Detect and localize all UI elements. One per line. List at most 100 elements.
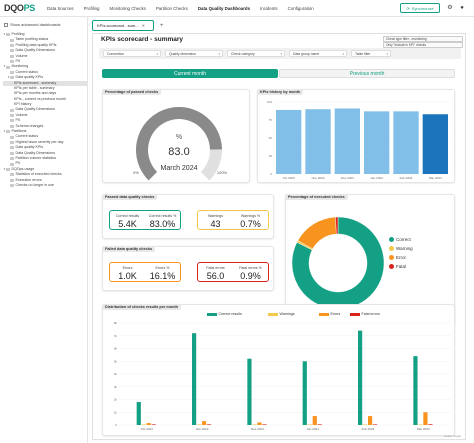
donut-slice xyxy=(291,216,385,310)
distribution-bar xyxy=(136,402,141,425)
distribution-chart: 8k 7k 6k 5k 4k 3k 2k 1k 0 Oct 2023 Nov 2023 Dec 202… xyxy=(114,321,451,431)
nav-partition-checks[interactable]: Partition Checks xyxy=(155,6,188,11)
folder-icon xyxy=(10,38,14,42)
sidebar-item-label: Volume xyxy=(15,53,28,58)
tab-previous-month[interactable]: Previous month xyxy=(279,69,455,78)
donut-legend-item: Warning xyxy=(389,246,413,251)
sidebar-item[interactable]: Schema changes xyxy=(3,124,87,129)
sidebar-item[interactable]: ▾ Profiling xyxy=(3,32,87,37)
failed-checks-card: Failed data quality checks Errors 1.0K E… xyxy=(102,246,274,291)
sidebar-item[interactable]: Profiling data quality KPIs xyxy=(3,43,87,48)
sidebar-item[interactable]: PII xyxy=(3,118,87,123)
correct-pct-value: 83.0% xyxy=(149,218,176,229)
failed-checks-label: Failed data quality checks xyxy=(102,246,156,252)
chevron-down-icon[interactable]: ▾ xyxy=(3,64,6,69)
sidebar-item[interactable]: KPIs per table - summary xyxy=(3,86,87,91)
sidebar-item[interactable]: ▾ Monitoring xyxy=(3,64,87,69)
distribution-bar xyxy=(368,416,373,425)
distribution-bar xyxy=(373,424,378,425)
nav-data-sources[interactable]: Data Sources xyxy=(47,6,74,11)
distribution-bar xyxy=(146,423,151,425)
passed-checks-gauge-card: Percentage of passed checks 0% 100% % 83… xyxy=(102,89,250,183)
show-advanced-checkbox[interactable]: Show advanced dashboards xyxy=(4,22,60,27)
sidebar-item-label: Profiling data quality KPIs xyxy=(15,42,57,47)
sidebar-item-label: Data Quality Dimensions xyxy=(15,107,56,112)
close-icon[interactable]: ✕ xyxy=(141,23,145,28)
sidebar-item[interactable]: Data Quality Dimensions xyxy=(3,48,87,53)
kpi-history-bar xyxy=(305,109,331,174)
sidebar-item[interactable]: Checks no longer in use xyxy=(3,183,87,188)
check-type-filter-select[interactable]: Check type filter - monitoring xyxy=(383,36,463,42)
data-group-filter[interactable]: Data group name xyxy=(289,50,347,58)
sidebar-item[interactable]: KPIs scorecard - summary xyxy=(3,80,87,86)
gauge-value: 83.0 xyxy=(168,146,189,158)
kpi-history-bar xyxy=(422,114,448,174)
nav-monitoring-checks[interactable]: Monitoring Checks xyxy=(109,6,146,11)
nav-data-quality-dashboards[interactable]: Data Quality Dashboards xyxy=(197,6,251,11)
sidebar-item[interactable]: KPIs per months and days xyxy=(3,91,87,96)
chevron-down-icon[interactable]: ▾ xyxy=(3,32,6,36)
chevron-down-icon[interactable]: ▾ xyxy=(7,75,10,80)
sidebar-item-label: Checks no longer in use xyxy=(15,182,55,187)
check-type-filter: Check type filter - monitoring Only "inc… xyxy=(383,36,463,48)
check-category-filter[interactable]: Check category xyxy=(227,50,285,58)
sidebar-item[interactable]: ▾ Partitions xyxy=(3,129,87,134)
tab-current-month[interactable]: Current month xyxy=(102,69,278,78)
quality-dimension-filter[interactable]: Quality dimension xyxy=(165,50,223,58)
sidebar-item-label: Profiling xyxy=(11,32,25,36)
tab-kpis-scorecard[interactable]: KPIs scorecard - sum... ✕ xyxy=(92,20,154,31)
sidebar-item-label: DQOps usage xyxy=(11,166,35,171)
sync-icon: ⟳ xyxy=(406,5,410,11)
chevron-down-icon[interactable]: ▾ xyxy=(3,166,6,171)
distribution-legend-item: Correct results xyxy=(207,312,242,316)
sidebar-item[interactable]: ▾ DQOps usage xyxy=(3,167,87,172)
tab-bar: KPIs scorecard - sum... ✕ + xyxy=(88,17,474,33)
nav-configuration[interactable]: Configuration xyxy=(287,6,314,11)
gear-icon[interactable]: ⚙ xyxy=(447,5,453,11)
distribution-bar xyxy=(312,416,317,425)
table-filter[interactable]: Table filter xyxy=(351,50,391,58)
warnings-label: Warnings xyxy=(207,214,224,218)
user-avatar-icon[interactable]: ● xyxy=(460,5,464,11)
folder-icon xyxy=(6,33,10,37)
sidebar-item[interactable]: PII xyxy=(3,161,87,166)
sidebar-item[interactable]: Data Quality Dimensions xyxy=(3,151,87,156)
sidebar-item[interactable]: Volume xyxy=(3,113,87,118)
folder-icon xyxy=(10,135,14,139)
sidebar-item[interactable]: Table profiling status xyxy=(3,37,87,42)
sidebar-item[interactable]: Current status xyxy=(3,134,87,139)
connection-filter[interactable]: Connection xyxy=(103,50,161,58)
sidebar-item[interactable]: Current status xyxy=(3,70,87,75)
sidebar-item[interactable]: Highest issue severity per day xyxy=(3,140,87,145)
sidebar-item[interactable]: Volume xyxy=(3,54,87,59)
folder-icon xyxy=(10,173,14,177)
add-tab-icon[interactable]: + xyxy=(160,23,164,29)
sidebar-item[interactable]: Statistics of executed checks xyxy=(3,172,87,177)
errors-pct-value: 16.1% xyxy=(149,270,176,281)
dqops-logo[interactable]: DQOPS xyxy=(4,3,36,13)
folder-icon xyxy=(10,49,14,53)
donut-legend-item: Correct xyxy=(389,237,411,242)
sidebar-item-label: KPIs per table - summary xyxy=(14,85,55,90)
kpi-include-filter[interactable]: Only "include in KPI" checks xyxy=(383,42,463,48)
nav-profiling[interactable]: Profiling xyxy=(83,6,100,11)
chevron-down-icon[interactable]: ▾ xyxy=(3,129,6,134)
distribution-bar xyxy=(363,424,368,425)
sidebar-item[interactable]: KPI history xyxy=(3,102,87,107)
synchronize-button[interactable]: ⟳ Synchronize xyxy=(400,3,440,13)
sidebar-item[interactable]: Execution errors xyxy=(3,178,87,183)
nav-incidents[interactable]: Incidents xyxy=(260,6,278,11)
sidebar-item-label: PII xyxy=(15,161,20,166)
sidebar-item[interactable]: KPIs - current vs previous month xyxy=(3,97,87,102)
sidebar-item-label: Statistics of executed checks xyxy=(15,172,62,177)
sidebar-item[interactable]: Data Quality Dimensions xyxy=(3,107,87,112)
sidebar-item[interactable]: PII xyxy=(3,59,87,64)
fatal-errors-value: 56.0 xyxy=(206,270,225,281)
sidebar-item-label: PII xyxy=(15,118,20,123)
sidebar-item[interactable]: ▾ Data quality KPIs xyxy=(3,75,87,80)
x-tick-label: Oct 2023 xyxy=(283,176,296,180)
distribution-bar xyxy=(247,358,252,425)
sidebar-item[interactable]: Data quality KPIs xyxy=(3,145,87,150)
gauge-min-label: 0% xyxy=(133,170,139,175)
sidebar-item[interactable]: Partition volume statistics xyxy=(3,156,87,161)
